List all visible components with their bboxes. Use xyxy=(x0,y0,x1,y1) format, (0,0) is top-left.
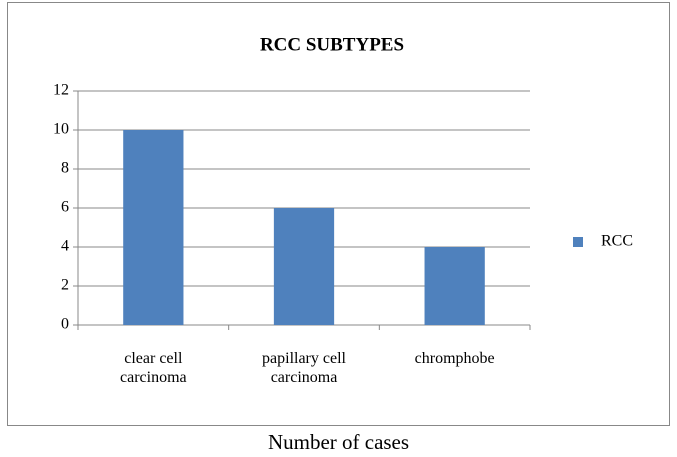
bar xyxy=(123,130,184,325)
chart-border xyxy=(7,2,670,426)
legend-label: RCC xyxy=(601,233,633,250)
x-axis-label: Number of cases xyxy=(267,430,410,454)
x-tick-label: chromphobe xyxy=(414,350,495,367)
y-tick-label: 4 xyxy=(61,238,69,255)
y-tick-label: 0 xyxy=(61,316,69,333)
y-tick-label: 2 xyxy=(61,277,69,294)
chart-title: RCC SUBTYPES xyxy=(260,34,404,55)
bar xyxy=(424,247,485,325)
bar xyxy=(273,208,335,325)
y-tick-label: 10 xyxy=(53,121,69,138)
y-tick-label: 6 xyxy=(61,199,69,216)
y-tick-label: 12 xyxy=(53,82,69,99)
legend-swatch xyxy=(573,237,583,247)
x-tick-label: papillary cell carcinoma xyxy=(262,350,346,386)
y-tick-label: 8 xyxy=(61,160,69,177)
x-tick-label: clear cell carcinoma xyxy=(120,350,187,386)
